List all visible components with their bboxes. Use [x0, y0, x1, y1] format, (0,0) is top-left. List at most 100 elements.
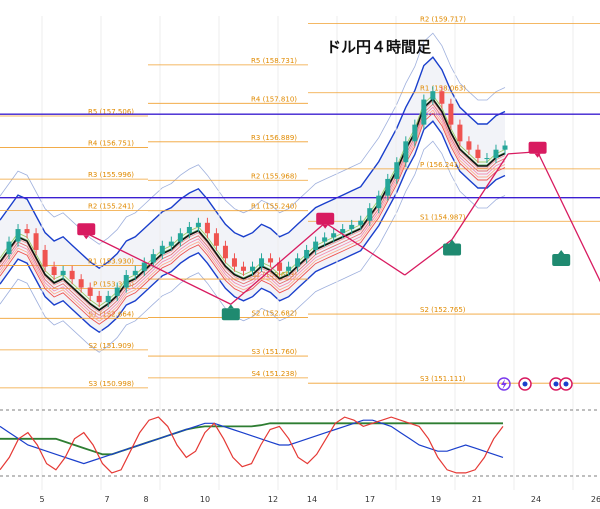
pivot-label: R1 (155.240): [251, 203, 297, 211]
candle-body: [394, 162, 400, 179]
candle-body: [295, 258, 301, 267]
x-tick-label: 24: [531, 495, 541, 504]
pivot-label: S3 (151.111): [420, 375, 466, 383]
trend-line: [451, 153, 509, 240]
candle-body: [33, 233, 39, 250]
pivot-label: S2 (152.682): [251, 310, 297, 318]
candle-body: [448, 103, 454, 125]
pivot-label: S1 (154.987): [420, 213, 466, 221]
pivot-label: S3 (150.998): [88, 380, 134, 388]
candle-body: [114, 287, 120, 296]
candle-body: [493, 149, 499, 159]
candle-body: [78, 279, 84, 288]
lightning-glyph-icon: [501, 379, 507, 390]
oscillator-blue-line: [0, 419, 504, 465]
candle-body: [87, 287, 93, 296]
oscillator-green-line: [0, 422, 503, 456]
lightning-icon[interactable]: [497, 377, 511, 391]
candle-body: [502, 145, 508, 150]
bollinger-lower: [0, 120, 506, 334]
candle-body: [304, 249, 310, 259]
x-tick-label: 5: [39, 495, 44, 504]
marker-pointer: [227, 304, 234, 309]
moving-average-line: [0, 112, 506, 325]
horizontal-lines: [0, 113, 600, 199]
candle-body: [466, 141, 472, 150]
candle-body: [96, 295, 102, 303]
candle-body: [69, 270, 75, 280]
candle-body: [340, 229, 346, 234]
candle-body: [385, 178, 391, 196]
oscillator-red-line: [0, 416, 504, 474]
pivot-label: P (153.375): [93, 281, 134, 289]
x-tick-label: 19: [431, 495, 441, 504]
trend-line: [537, 151, 600, 283]
marker-pointer: [83, 235, 90, 240]
candle-body: [177, 233, 183, 242]
candle-body: [141, 262, 147, 271]
candle-body: [204, 222, 210, 234]
trend-line: [230, 222, 326, 305]
x-axis: 5 7 8 10 12 14 17 19 21 24 26: [39, 495, 600, 504]
candle-body: [150, 254, 156, 263]
bollinger-upper: [0, 56, 506, 270]
candle-body: [222, 245, 228, 259]
sell-marker: [77, 223, 96, 236]
signal-markers: [77, 141, 571, 321]
marker-pointer: [322, 224, 329, 229]
us-flag-center-icon-2: [553, 381, 559, 387]
candle-body: [313, 241, 319, 250]
bollinger-outer-lower: [0, 140, 506, 353]
pivot-label: R3 (156.889): [251, 134, 297, 142]
candle-body: [268, 258, 274, 263]
pivot-label: R2 (155.241): [88, 203, 134, 211]
candle-body: [367, 208, 373, 221]
candle-body: [403, 141, 409, 163]
candle-body: [105, 295, 111, 303]
candle-body: [358, 220, 364, 225]
pivot-label: P (156.241): [420, 161, 461, 169]
marker-pointer: [449, 239, 456, 244]
indicator-icons: [497, 377, 573, 391]
moving-average-line: [0, 106, 506, 319]
candle-body: [430, 91, 436, 100]
trend-line: [85, 232, 232, 305]
x-tick-label: 17: [365, 495, 375, 504]
candles: [6, 86, 508, 308]
candle-body: [277, 262, 283, 271]
pivot-label: S2 (151.909): [88, 342, 134, 350]
candle-body: [376, 195, 382, 209]
candle-body: [349, 224, 355, 230]
candle-body: [439, 91, 445, 104]
oscillator-panel: [0, 409, 600, 477]
candle-body: [15, 229, 21, 242]
x-tick-label: 8: [143, 495, 148, 504]
candle-body: [42, 249, 48, 267]
moving-average-line: [0, 103, 506, 316]
candle-body: [213, 233, 219, 246]
candle-body: [6, 241, 12, 255]
pivot-label: R4 (157.810): [251, 95, 297, 103]
x-tick-label: 12: [268, 495, 278, 504]
trend-line: [324, 222, 406, 276]
sell-marker: [528, 141, 547, 154]
candle-body: [231, 258, 237, 267]
x-tick-label: 10: [200, 495, 210, 504]
chart-title: ドル円４時間足: [326, 38, 432, 56]
candle-body: [331, 233, 337, 238]
pivot-label: R1 (153.930): [88, 257, 134, 265]
sell-marker: [316, 212, 335, 225]
candle-body: [259, 258, 265, 267]
pivot-label: R2 (155.968): [251, 172, 297, 180]
buy-marker: [221, 308, 240, 321]
moving-averages: [0, 94, 506, 325]
candle-body: [132, 270, 138, 276]
buy-marker: [552, 253, 571, 266]
pivot-label: R2 (159.717): [420, 16, 466, 24]
candle-body: [457, 124, 463, 142]
candle-body: [24, 229, 30, 234]
pivot-label: S1 (152.664): [88, 310, 134, 318]
x-tick-label: 21: [472, 495, 482, 504]
us-flag-center-icon-3: [563, 381, 569, 387]
